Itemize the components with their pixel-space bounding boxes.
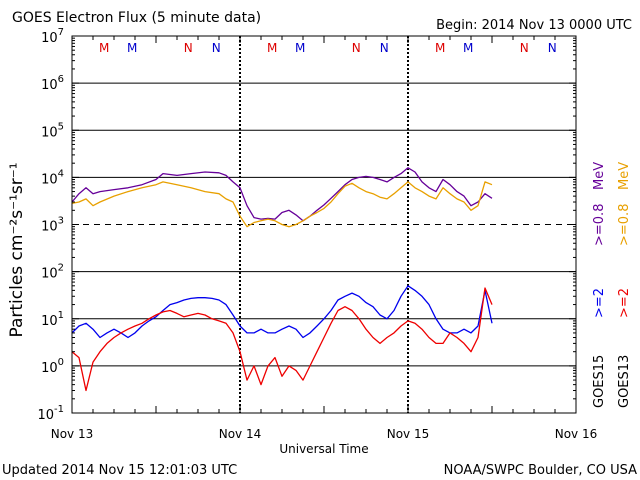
legend-goes13-2mev: >=2 bbox=[617, 288, 632, 318]
noon-midnight-marker: M bbox=[295, 41, 305, 55]
chart-title: GOES Electron Flux (5 minute data) bbox=[12, 10, 261, 26]
legend-goes15-unit: MeV bbox=[592, 162, 607, 190]
x-axis-label: Universal Time bbox=[279, 442, 368, 456]
noon-midnight-marker: N bbox=[212, 41, 221, 55]
noon-midnight-marker: M bbox=[435, 41, 445, 55]
noon-midnight-marker: M bbox=[267, 41, 277, 55]
noon-midnight-marker: M bbox=[127, 41, 137, 55]
x-tick-label: Nov 14 bbox=[219, 427, 262, 441]
begin-label: Begin: 2014 Nov 13 0000 UTC bbox=[436, 18, 632, 33]
legend-goes13-unit: MeV bbox=[617, 162, 632, 190]
noon-midnight-marker: M bbox=[99, 41, 109, 55]
legend-goes13-label: GOES13 bbox=[617, 355, 632, 408]
noon-midnight-marker: N bbox=[184, 41, 193, 55]
y-tick-label: 107 bbox=[41, 27, 64, 46]
noon-midnight-marker: N bbox=[380, 41, 389, 55]
noon-midnight-marker: M bbox=[463, 41, 473, 55]
legend-goes15-label: GOES15 bbox=[592, 355, 607, 408]
series-line-1 bbox=[71, 181, 493, 228]
series-line-2 bbox=[71, 285, 493, 339]
noon-midnight-marker: N bbox=[352, 41, 361, 55]
y-tick-label: 105 bbox=[41, 121, 64, 140]
plot-frame bbox=[71, 35, 577, 414]
noon-midnight-marker: N bbox=[548, 41, 557, 55]
gridlines bbox=[72, 82, 576, 367]
y-axis-ticks: 107 106 105 104 103 102 101 100 10-1 bbox=[37, 27, 576, 423]
x-tick-label: Nov 13 bbox=[51, 427, 94, 441]
y-tick-label: 10-1 bbox=[37, 404, 64, 423]
x-axis-ticks: Nov 13 Nov 14 Nov 15 Nov 16 bbox=[51, 36, 598, 441]
y-tick-label: 102 bbox=[41, 263, 64, 282]
credit-text: NOAA/SWPC Boulder, CO USA bbox=[444, 463, 637, 478]
y-tick-label: 103 bbox=[41, 216, 64, 235]
x-tick-label: Nov 16 bbox=[555, 427, 598, 441]
noon-midnight-marker: N bbox=[520, 41, 529, 55]
y-axis-label: Particles cm⁻²s⁻¹sr⁻¹ bbox=[7, 162, 27, 337]
series-line-0 bbox=[71, 167, 493, 222]
x-tick-label: Nov 15 bbox=[387, 427, 430, 441]
y-tick-label: 106 bbox=[41, 74, 64, 93]
series-lines bbox=[71, 167, 493, 392]
y-tick-label: 101 bbox=[41, 310, 64, 329]
series-line-3 bbox=[71, 287, 493, 392]
day-dividers bbox=[239, 36, 409, 413]
y-tick-label: 104 bbox=[41, 168, 64, 187]
updated-text: Updated 2014 Nov 15 12:01:03 UTC bbox=[2, 463, 237, 478]
legend: GOES15 >=2 >=0.8 MeV GOES13 >=2 >=0.8 Me… bbox=[592, 162, 632, 408]
y-tick-label: 100 bbox=[41, 357, 64, 376]
legend-goes15-08mev: >=0.8 bbox=[592, 204, 607, 246]
legend-goes13-08mev: >=0.8 bbox=[617, 204, 632, 246]
legend-goes15-2mev: >=2 bbox=[592, 288, 607, 318]
